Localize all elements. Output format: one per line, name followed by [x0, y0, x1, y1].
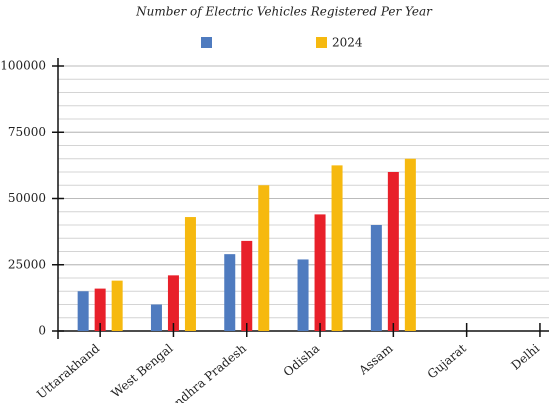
x-tick-label: Delhi — [509, 341, 543, 372]
legend-swatch — [201, 37, 212, 48]
bar — [297, 259, 309, 331]
x-tick-label: Uttarakhand — [34, 341, 103, 402]
bar — [167, 275, 179, 331]
x-tick-label: Assam — [355, 341, 396, 378]
x-tick-label: Odisha — [281, 341, 322, 379]
bar — [370, 225, 382, 331]
legend-label: 2024 — [332, 36, 363, 50]
bar — [314, 214, 326, 331]
bar — [387, 172, 399, 331]
bar — [258, 185, 270, 331]
chart-title: Number of Electric Vehicles Registered P… — [135, 5, 433, 19]
x-tick-label: West Bengal — [109, 341, 176, 400]
bar — [111, 280, 123, 331]
y-tick-label: 25000 — [8, 257, 46, 271]
x-tick-label: Andhra Pradesh — [164, 341, 249, 403]
bar — [404, 158, 416, 331]
bar — [241, 240, 253, 331]
x-tick-label: Gujarat — [425, 341, 469, 381]
bar — [77, 291, 89, 331]
y-tick-label: 100000 — [0, 59, 46, 73]
y-tick-label: 0 — [38, 324, 46, 338]
y-tick-label: 75000 — [8, 125, 46, 139]
bar — [224, 254, 236, 331]
bar — [184, 217, 196, 331]
bar — [150, 304, 162, 331]
y-tick-label: 50000 — [8, 191, 46, 205]
bar — [94, 288, 106, 331]
bar — [331, 165, 343, 331]
legend-swatch — [316, 37, 327, 48]
